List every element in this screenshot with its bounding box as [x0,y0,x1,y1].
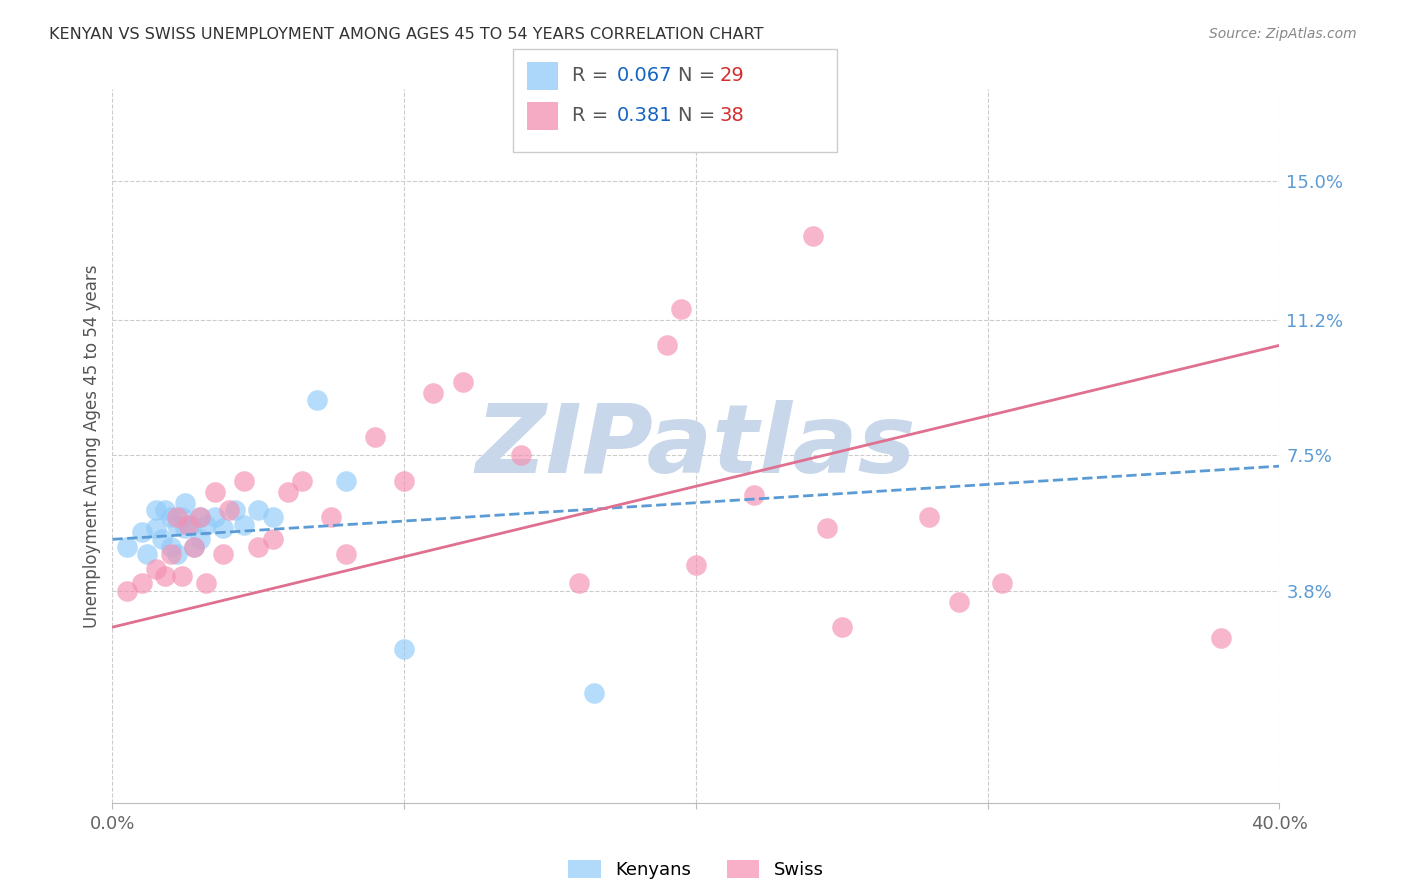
Point [188,510,211,524]
Text: R =: R = [572,106,614,126]
Point [145,561,167,575]
Point [160,540,183,554]
Point [183,540,205,554]
Point [153,569,176,583]
Point [321,510,343,524]
Point [177,517,200,532]
Point [160,547,183,561]
Point [174,521,197,535]
Point [153,503,176,517]
Point [815,521,838,535]
Point [160,510,183,524]
Point [224,503,246,517]
Point [150,533,173,547]
Point [131,524,153,539]
Point [174,496,197,510]
Point [183,540,205,554]
Text: 38: 38 [720,106,745,126]
Point [451,375,474,389]
Y-axis label: Unemployment Among Ages 45 to 54 years: Unemployment Among Ages 45 to 54 years [83,264,101,628]
Point [422,386,444,401]
Point [194,576,217,591]
Point [212,521,235,535]
Point [115,583,138,598]
Point [145,521,167,535]
Point [305,393,328,408]
Point [188,533,211,547]
Text: N =: N = [678,106,721,126]
Point [335,547,357,561]
Point [166,547,188,561]
Text: 0.381: 0.381 [617,106,673,126]
Point [801,228,824,243]
Point [232,474,254,488]
Text: N =: N = [678,66,721,86]
Text: 29: 29 [720,66,745,86]
Point [115,540,138,554]
Text: R =: R = [572,66,614,86]
Point [262,533,284,547]
Point [194,517,217,532]
Point [742,488,765,502]
Point [166,510,188,524]
Point [166,517,188,532]
Point [831,620,853,634]
Point [232,517,254,532]
Legend: Kenyans, Swiss: Kenyans, Swiss [561,853,831,887]
Point [136,547,159,561]
Point [204,484,226,499]
Point [685,558,707,572]
Point [291,474,314,488]
Text: KENYAN VS SWISS UNEMPLOYMENT AMONG AGES 45 TO 54 YEARS CORRELATION CHART: KENYAN VS SWISS UNEMPLOYMENT AMONG AGES … [49,27,763,42]
Text: 0.067: 0.067 [617,66,672,86]
Point [172,569,194,583]
Point [392,474,416,488]
Point [204,510,226,524]
Point [247,540,270,554]
Point [364,430,387,444]
Point [262,510,284,524]
Point [131,576,153,591]
Point [276,484,298,499]
Point [948,594,970,608]
Point [655,338,678,352]
Point [212,547,235,561]
Point [172,510,194,524]
Point [335,474,357,488]
Point [918,510,941,524]
Text: Source: ZipAtlas.com: Source: ZipAtlas.com [1209,27,1357,41]
Point [509,448,531,462]
Text: ZIPatlas: ZIPatlas [475,400,917,492]
Point [247,503,270,517]
Point [671,301,693,316]
Point [582,686,605,700]
Point [1209,631,1232,645]
Point [145,503,167,517]
Point [568,576,591,591]
Point [392,642,416,657]
Point [991,576,1014,591]
Point [180,517,202,532]
Point [218,503,240,517]
Point [188,510,211,524]
